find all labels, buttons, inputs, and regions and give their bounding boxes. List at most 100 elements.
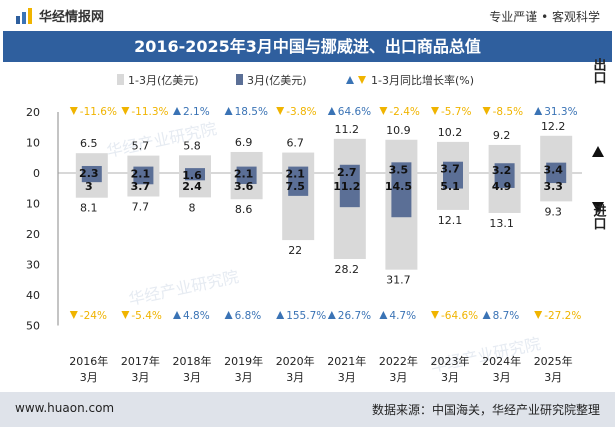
export-arrow-up-icon bbox=[592, 146, 604, 157]
bar-march-export bbox=[236, 166, 257, 173]
growth-down-triangle-icon bbox=[379, 107, 388, 115]
label-cumulative-import: 12.1 bbox=[438, 214, 463, 227]
label-cumulative-import: 7.7 bbox=[132, 200, 150, 213]
label-march-export: 2.1 bbox=[234, 168, 254, 181]
growth-down-triangle-icon bbox=[121, 311, 130, 319]
growth-down-triangle-icon bbox=[121, 107, 130, 115]
growth-import-label: 4.7% bbox=[389, 310, 416, 322]
growth-up-triangle-icon bbox=[327, 107, 336, 115]
bar-march-import bbox=[81, 173, 102, 183]
chart-svg: 1-3月(亿美元) 3月(亿美元) 1-3月同比增长率(%)华经产业研究院华经产业研… bbox=[26, 73, 604, 384]
label-march-export: 3.4 bbox=[543, 164, 563, 177]
x-tick-label-month: 3月 bbox=[493, 371, 511, 384]
growth-up-triangle-icon bbox=[482, 311, 491, 319]
growth-down-triangle-icon bbox=[534, 311, 543, 319]
export-label: 出口 bbox=[590, 58, 606, 84]
label-march-export: 2.1 bbox=[131, 168, 151, 181]
x-tick-label-year: 2019年 bbox=[224, 354, 263, 368]
bar-march-import bbox=[391, 173, 412, 218]
brand-name: 华经情报网 bbox=[39, 10, 105, 25]
label-cumulative-export: 5.8 bbox=[183, 139, 201, 152]
bar-march-import bbox=[546, 173, 567, 184]
growth-import-label: 26.7% bbox=[338, 310, 371, 322]
x-tick-label-month: 3月 bbox=[183, 371, 201, 384]
y-tick-label: 10 bbox=[26, 137, 40, 150]
growth-up-triangle-icon bbox=[534, 107, 543, 115]
y-tick-label: 40 bbox=[26, 289, 40, 302]
growth-down-triangle-icon bbox=[431, 107, 439, 115]
x-tick-label-year: 2016年 bbox=[69, 354, 108, 368]
brand-logo-icon bbox=[16, 7, 32, 24]
bar-march-export bbox=[494, 163, 515, 173]
growth-import-label: 4.8% bbox=[183, 310, 210, 322]
label-march-export: 3.7 bbox=[440, 163, 460, 176]
bar-march-export bbox=[288, 166, 309, 173]
growth-export-label: -2.4% bbox=[389, 106, 419, 118]
x-tick-label-month: 3月 bbox=[131, 371, 149, 384]
label-cumulative-import: 8 bbox=[189, 201, 196, 214]
growth-import-label: -64.6% bbox=[441, 310, 478, 322]
x-tick-label-year: 2020年 bbox=[276, 354, 315, 368]
y-tick-label: 0 bbox=[33, 167, 40, 180]
label-cumulative-export: 6.5 bbox=[80, 137, 98, 150]
growth-down-triangle-icon bbox=[276, 107, 285, 115]
label-cumulative-import: 13.1 bbox=[489, 217, 514, 230]
label-cumulative-import: 28.2 bbox=[335, 263, 360, 276]
label-cumulative-export: 10.2 bbox=[438, 126, 463, 139]
label-cumulative-export: 6.7 bbox=[286, 137, 304, 150]
growth-import-label: -27.2% bbox=[544, 310, 581, 322]
label-march-export: 2.1 bbox=[285, 168, 305, 181]
x-tick-label-month: 3月 bbox=[235, 371, 253, 384]
label-march-import: 11.2 bbox=[333, 180, 360, 193]
legend-label-march: 3月(亿美元) bbox=[247, 74, 307, 87]
x-tick-label-year: 2024年 bbox=[482, 354, 521, 368]
x-tick-label-month: 3月 bbox=[80, 371, 98, 384]
legend-label-cumulative: 1-3月(亿美元) bbox=[128, 74, 199, 87]
legend-swatch-cumulative bbox=[117, 74, 124, 85]
growth-up-triangle-icon bbox=[327, 311, 336, 319]
export-side-label: 出口 bbox=[586, 58, 610, 84]
bar-march-import bbox=[236, 173, 257, 184]
label-march-import: 4.9 bbox=[492, 180, 512, 193]
chart-title: 2016-2025年3月中国与挪威进、出口商品总值 bbox=[3, 31, 612, 62]
bar-march-export bbox=[339, 164, 360, 173]
growth-import-label: 155.7% bbox=[286, 310, 326, 322]
growth-down-triangle-icon bbox=[431, 311, 439, 319]
bar-march-export bbox=[133, 166, 154, 173]
x-tick-label-month: 3月 bbox=[389, 371, 407, 384]
label-cumulative-import: 8.6 bbox=[235, 203, 253, 216]
footer-url: www.huaon.com bbox=[15, 401, 115, 415]
brand-tagline: 专业严谨 • 客观科学 bbox=[489, 10, 600, 24]
x-tick-label-year: 2021年 bbox=[327, 354, 366, 368]
bar-march-export bbox=[546, 162, 567, 173]
legend-swatch-march bbox=[236, 74, 243, 85]
import-side-label: 进口 bbox=[586, 204, 610, 230]
x-tick-label-month: 3月 bbox=[544, 371, 562, 384]
brand: 华经情报网 bbox=[15, 6, 104, 25]
growth-up-triangle-icon bbox=[173, 311, 181, 319]
y-tick-label: 20 bbox=[26, 228, 40, 241]
label-march-export: 1.6 bbox=[182, 169, 202, 182]
label-march-import: 5.1 bbox=[440, 180, 460, 193]
bar-march-export bbox=[391, 162, 412, 173]
watermark-text: 华经产业研究院 bbox=[127, 267, 241, 309]
x-tick-label-month: 3月 bbox=[338, 371, 356, 384]
footer: www.huaon.com 数据来源：中国海关，华经产业研究院整理 bbox=[0, 392, 615, 427]
import-label: 进口 bbox=[590, 204, 606, 230]
label-cumulative-import: 22 bbox=[288, 244, 302, 257]
growth-down-triangle-icon bbox=[482, 107, 491, 115]
x-tick-label-year: 2017年 bbox=[121, 354, 160, 368]
y-tick-label: 20 bbox=[26, 106, 40, 119]
x-tick-label-year: 2018年 bbox=[173, 354, 212, 368]
growth-export-label: -5.7% bbox=[441, 106, 471, 118]
growth-import-label: 8.7% bbox=[493, 310, 520, 322]
label-cumulative-import: 31.7 bbox=[386, 274, 411, 287]
x-tick-label-month: 3月 bbox=[441, 371, 459, 384]
label-cumulative-export: 12.2 bbox=[541, 120, 566, 133]
growth-up-triangle-icon bbox=[224, 107, 233, 115]
bar-march-export bbox=[81, 165, 102, 173]
y-tick-label: 10 bbox=[26, 198, 40, 211]
bar-march-export bbox=[443, 161, 463, 173]
growth-export-label: 18.5% bbox=[235, 106, 268, 118]
growth-export-label: 31.3% bbox=[544, 106, 577, 118]
